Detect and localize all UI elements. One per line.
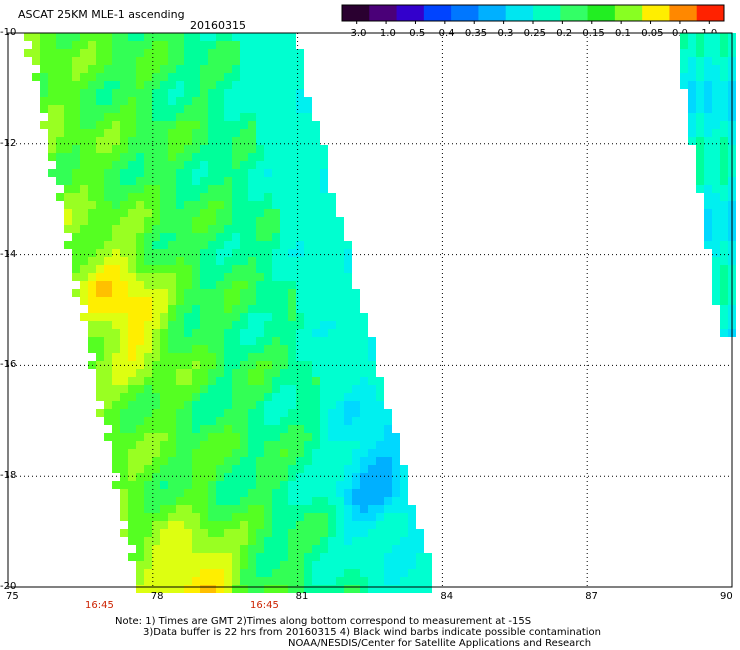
colorbar-swatch (696, 5, 725, 21)
swath-map (7, 32, 736, 593)
colorbar-swatch (560, 5, 589, 21)
colorbar-swatch (451, 5, 479, 21)
colorbar-swatch (478, 5, 507, 21)
x-tick-label: 90 (720, 591, 733, 602)
colorbar-swatch (369, 5, 398, 21)
map-date: 20160315 (190, 19, 246, 32)
colorbar-swatch (669, 5, 698, 21)
note-line-2: 3)Data buffer is 22 hrs from 20160315 4)… (143, 627, 601, 638)
x-tick-label: 78 (150, 591, 164, 602)
colorbar-swatch (587, 5, 616, 21)
x-tick-label: 81 (295, 591, 309, 602)
time-label: 16:45 (250, 600, 279, 611)
colorbar-swatch (423, 5, 452, 21)
x-tick-label: 87 (585, 591, 598, 602)
colorbar-swatch (642, 5, 670, 21)
wind-swath (24, 33, 736, 593)
colorbar-swatch (505, 5, 534, 21)
colorbar-swatch (614, 5, 643, 21)
y-tick-label: -14 (0, 248, 17, 260)
colorbar-swatch (396, 5, 425, 21)
y-tick-label: -16 (0, 359, 17, 371)
x-tick-label: 75 (6, 591, 19, 602)
y-tick-label: -12 (0, 137, 17, 149)
note-line-3: NOAA/NESDIS/Center for Satellite Applica… (288, 638, 592, 649)
y-tick-label: -18 (0, 470, 17, 482)
time-label: 16:45 (85, 600, 114, 611)
y-tick-label: -10 (0, 27, 17, 38)
x-tick-label: 84 (440, 591, 454, 602)
map-title: ASCAT 25KM MLE-1 ascending (18, 8, 185, 21)
colorbar-swatch (533, 5, 561, 21)
note-line-1: Note: 1) Times are GMT 2)Times along bot… (115, 616, 532, 627)
y-tick-label: -20 (0, 581, 17, 592)
colorbar-swatch (342, 5, 370, 21)
